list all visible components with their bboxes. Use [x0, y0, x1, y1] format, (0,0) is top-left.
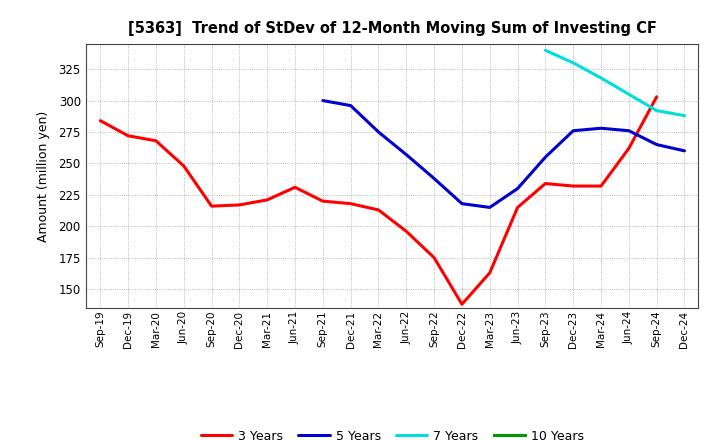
Line: 3 Years: 3 Years — [100, 97, 657, 304]
7 Years — [680, 113, 689, 118]
7 Years — [597, 75, 606, 81]
3 Years — [318, 198, 327, 204]
3 Years — [374, 207, 383, 213]
3 Years — [541, 181, 550, 186]
3 Years — [652, 94, 661, 99]
3 Years — [207, 204, 216, 209]
5 Years — [624, 128, 633, 133]
3 Years — [263, 197, 271, 202]
3 Years — [179, 163, 188, 169]
3 Years — [402, 229, 410, 234]
5 Years — [318, 98, 327, 103]
5 Years — [402, 152, 410, 157]
7 Years — [624, 92, 633, 97]
5 Years — [513, 186, 522, 191]
Line: 5 Years: 5 Years — [323, 101, 685, 207]
Title: [5363]  Trend of StDev of 12-Month Moving Sum of Investing CF: [5363] Trend of StDev of 12-Month Moving… — [128, 21, 657, 36]
5 Years — [485, 205, 494, 210]
3 Years — [569, 183, 577, 189]
3 Years — [513, 205, 522, 210]
3 Years — [96, 118, 104, 123]
Line: 7 Years: 7 Years — [546, 50, 685, 116]
7 Years — [569, 60, 577, 66]
Y-axis label: Amount (million yen): Amount (million yen) — [37, 110, 50, 242]
5 Years — [430, 176, 438, 181]
5 Years — [346, 103, 355, 108]
5 Years — [458, 201, 467, 206]
3 Years — [430, 255, 438, 260]
Legend: 3 Years, 5 Years, 7 Years, 10 Years: 3 Years, 5 Years, 7 Years, 10 Years — [196, 425, 589, 440]
3 Years — [458, 301, 467, 307]
5 Years — [597, 125, 606, 131]
3 Years — [624, 146, 633, 151]
3 Years — [152, 138, 161, 143]
3 Years — [235, 202, 243, 208]
5 Years — [541, 154, 550, 160]
7 Years — [541, 48, 550, 53]
5 Years — [569, 128, 577, 133]
3 Years — [124, 133, 132, 139]
3 Years — [485, 270, 494, 275]
5 Years — [680, 148, 689, 154]
7 Years — [652, 108, 661, 113]
5 Years — [652, 142, 661, 147]
3 Years — [291, 185, 300, 190]
3 Years — [346, 201, 355, 206]
5 Years — [374, 129, 383, 135]
3 Years — [597, 183, 606, 189]
